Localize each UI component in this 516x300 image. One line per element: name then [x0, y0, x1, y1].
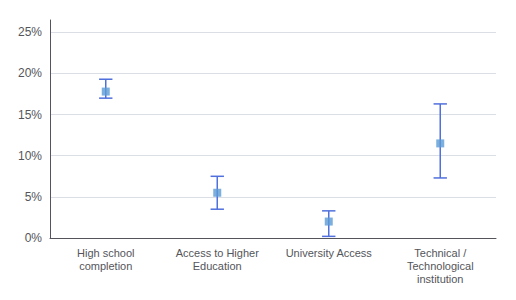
svg-text:High school: High school — [77, 247, 134, 259]
svg-text:0%: 0% — [25, 231, 43, 245]
svg-text:25%: 25% — [18, 25, 42, 39]
svg-text:Access to Higher: Access to Higher — [176, 247, 259, 259]
svg-text:Technical /: Technical / — [414, 247, 467, 259]
svg-text:Technological: Technological — [407, 260, 474, 272]
svg-text:University Access: University Access — [286, 247, 373, 259]
svg-text:15%: 15% — [18, 108, 42, 122]
svg-text:20%: 20% — [18, 66, 42, 80]
svg-text:Education: Education — [193, 260, 242, 272]
svg-text:institution: institution — [417, 273, 463, 285]
svg-text:5%: 5% — [25, 190, 43, 204]
svg-text:completion: completion — [79, 260, 132, 272]
svg-text:10%: 10% — [18, 149, 42, 163]
